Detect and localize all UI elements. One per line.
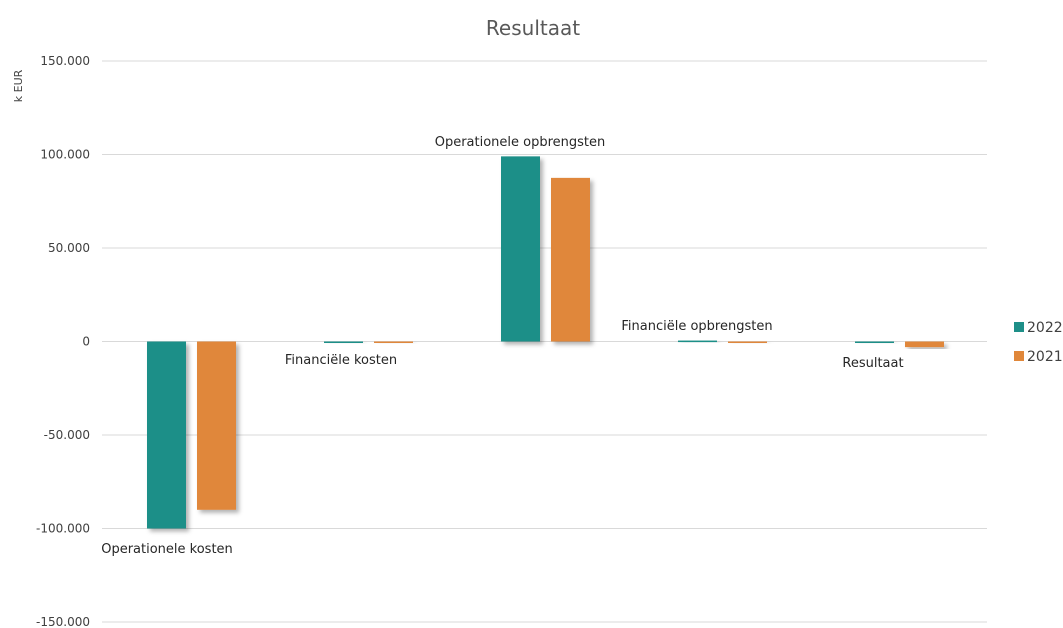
y-tick-label: -150.000	[36, 615, 90, 628]
y-axis-ticks: 150.000 100.000 50.000 0 -50.000 -100.000 -150…	[36, 54, 90, 628]
bar-2022-2	[501, 156, 540, 342]
category-labels: Operationele kosten Financiële kosten Oper…	[101, 135, 903, 557]
y-tick-label: -100.000	[36, 522, 90, 536]
category-label: Financiële opbrengsten	[621, 319, 772, 334]
y-tick-label: 150.000	[40, 54, 90, 68]
legend-label: 2022	[1027, 320, 1063, 336]
y-axis-label: k EUR	[12, 69, 25, 102]
y-tick-label: -50.000	[44, 428, 90, 442]
category-label: Operationele opbrengsten	[435, 135, 606, 150]
bar-2022-0	[147, 341, 186, 529]
legend-swatch	[1014, 322, 1024, 332]
bar-2022-1	[324, 341, 363, 343]
bar-2021-1	[374, 341, 413, 343]
bar-2022-3	[678, 340, 717, 343]
category-label: Resultaat	[842, 356, 903, 371]
category-label: Financiële kosten	[285, 353, 397, 368]
bar-2022-4	[855, 341, 894, 343]
category-label: Operationele kosten	[101, 542, 233, 557]
y-tick-label: 50.000	[48, 241, 90, 255]
legend: 2022 2021	[1014, 320, 1063, 365]
bar-2021-0	[197, 341, 236, 510]
legend-swatch	[1014, 351, 1024, 361]
y-tick-label: 0	[82, 335, 90, 349]
bar-2021-4	[905, 341, 944, 348]
gridlines	[102, 60, 987, 623]
chart-title: Resultaat	[486, 16, 580, 40]
legend-label: 2021	[1027, 349, 1063, 365]
bars	[147, 156, 944, 529]
y-tick-label: 100.000	[40, 148, 90, 162]
bar-2021-3	[728, 341, 767, 343]
bar-2021-2	[551, 177, 590, 342]
